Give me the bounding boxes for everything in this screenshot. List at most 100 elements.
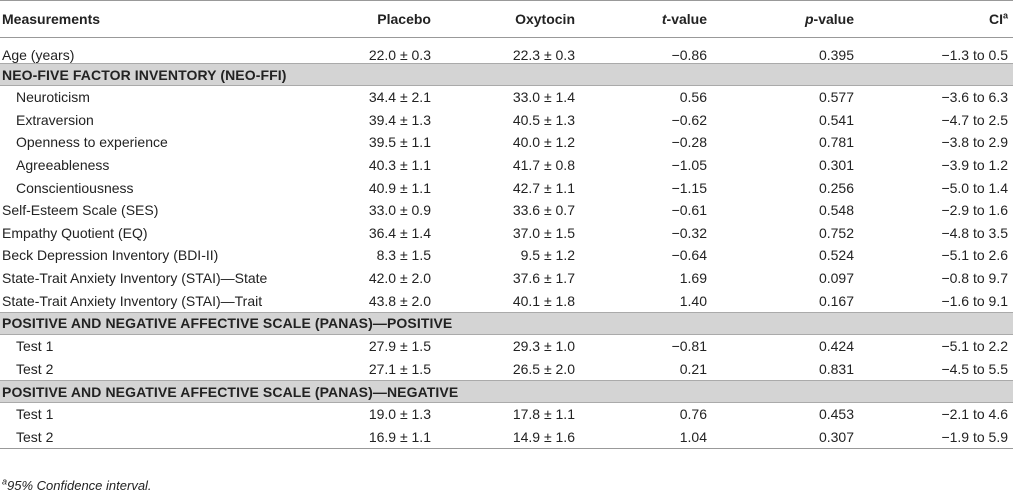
cell-p-value: 0.301	[818, 157, 854, 174]
cell-p-value: 0.781	[818, 134, 854, 151]
cell-placebo: 43.8 ± 2.0	[368, 292, 431, 309]
cell-t-value: −1.15	[671, 179, 707, 196]
cell-confidence-interval: −1.6 to 9.1	[941, 292, 1008, 309]
cell-confidence-interval: −5.0 to 1.4	[941, 179, 1008, 196]
footnote-text: 95% Confidence interval.	[7, 478, 152, 493]
cell-p-value: 0.548	[818, 202, 854, 219]
cell-placebo: 22.0 ± 0.3	[368, 47, 431, 63]
table-body: Age (years) 22.0 ± 0.3 22.3 ± 0.3 −0.86 0.39…	[0, 38, 1013, 450]
cell-confidence-interval: −3.9 to 1.2	[941, 157, 1008, 174]
cell-p-value: 0.524	[818, 247, 854, 264]
table-row: Test 1 19.0 ± 1.3 17.8 ± 1.1 0.76 0.453 −2.1 …	[0, 403, 1013, 426]
cell-p-value: 0.395	[818, 47, 854, 63]
cell-oxytocin: 42.7 ± 1.1	[512, 179, 575, 196]
cell-t-value: −0.62	[671, 111, 707, 128]
header-ci-label: CI	[988, 11, 1003, 27]
table-row: Extraversion 39.4 ± 1.3 40.5 ± 1.3 −0.62 0.5…	[0, 109, 1013, 132]
section-header-row: POSITIVE AND NEGATIVE AFFECTIVE SCALE (P…	[0, 380, 1013, 404]
cell-p-value: 0.831	[818, 360, 854, 377]
table-row: Conscientiousness 40.9 ± 1.1 42.7 ± 1.1 −1.…	[0, 176, 1013, 199]
cell-confidence-interval: −5.1 to 2.6	[941, 247, 1008, 264]
section-header-label: NEO-FIVE FACTOR INVENTORY (NEO-FFI)	[0, 63, 1013, 86]
cell-confidence-interval: −1.9 to 5.9	[860, 425, 1013, 450]
cell-oxytocin: 40.0 ± 1.2	[512, 134, 575, 151]
table-row: Openness to experience 39.5 ± 1.1 40.0 ± 1…	[0, 131, 1013, 154]
row-label: Test 1	[16, 406, 54, 423]
table-row: Test 1 27.9 ± 1.5 29.3 ± 1.0 −0.81 0.424 −5.1…	[0, 334, 1013, 357]
cell-p-value: 0.307	[715, 425, 860, 450]
table-footnote: a95% Confidence interval.	[2, 477, 152, 493]
cell-oxytocin: 29.3 ± 1.0	[512, 338, 575, 355]
header-p-italic: p	[804, 11, 814, 27]
row-label: Agreeableness	[16, 157, 110, 174]
cell-t-value: 1.40	[679, 292, 707, 309]
table-row: Age (years) 22.0 ± 0.3 22.3 ± 0.3 −0.86 0.39…	[0, 38, 1013, 64]
cell-confidence-interval: −1.3 to 0.5	[941, 47, 1008, 63]
cell-confidence-interval: −4.5 to 5.5	[941, 360, 1008, 377]
cell-confidence-interval: −3.6 to 6.3	[941, 89, 1008, 106]
header-row: Measurements Placebo Oxytocin t-value p-…	[0, 0, 1013, 38]
table-row: Agreeableness 40.3 ± 1.1 41.7 ± 0.8 −1.05 0.…	[0, 154, 1013, 177]
cell-p-value: 0.167	[818, 292, 854, 309]
table-row: Self-Esteem Scale (SES) 33.0 ± 0.9 33.6 ± …	[0, 199, 1013, 222]
row-label: Empathy Quotient (EQ)	[2, 224, 148, 241]
cell-oxytocin: 14.9 ± 1.6	[443, 425, 603, 450]
row-label: State-Trait Anxiety Inventory (STAI)—Tra…	[2, 292, 263, 309]
cell-confidence-interval: −3.8 to 2.9	[941, 134, 1008, 151]
cell-placebo: 39.4 ± 1.3	[368, 111, 431, 128]
section-header-label: POSITIVE AND NEGATIVE AFFECTIVE SCALE (P…	[0, 311, 1013, 335]
table-row: Empathy Quotient (EQ) 36.4 ± 1.4 37.0 ± 1.…	[0, 222, 1013, 245]
header-t-italic: t	[661, 11, 667, 27]
cell-p-value: 0.256	[818, 179, 854, 196]
cell-t-value: 0.21	[679, 360, 707, 377]
row-label: Age (years)	[2, 47, 75, 63]
cell-oxytocin: 17.8 ± 1.1	[512, 406, 575, 423]
header-measurements: Measurements	[0, 0, 325, 38]
cell-placebo: 40.9 ± 1.1	[368, 179, 431, 196]
section-header-row: POSITIVE AND NEGATIVE AFFECTIVE SCALE (P…	[0, 311, 1013, 335]
row-label: Neuroticism	[16, 89, 90, 106]
cell-t-value: −0.32	[671, 224, 707, 241]
cell-p-value: 0.097	[818, 270, 854, 287]
cell-t-value: −0.81	[671, 338, 707, 355]
cell-t-value: 1.04	[603, 425, 715, 450]
cell-oxytocin: 37.6 ± 1.7	[512, 270, 575, 287]
section-header-row: NEO-FIVE FACTOR INVENTORY (NEO-FFI)	[0, 63, 1013, 86]
header-ci-footnote-marker: a	[1002, 10, 1008, 21]
header-p-value: p-value	[715, 0, 860, 38]
cell-placebo: 33.0 ± 0.9	[368, 202, 431, 219]
section-header-label: POSITIVE AND NEGATIVE AFFECTIVE SCALE (P…	[0, 380, 1013, 404]
cell-t-value: 1.69	[679, 270, 707, 287]
cell-p-value: 0.577	[818, 89, 854, 106]
header-placebo: Placebo	[325, 0, 443, 38]
table-row: Beck Depression Inventory (BDI-II) 8.3 ± …	[0, 244, 1013, 267]
table-row: State-Trait Anxiety Inventory (STAI)—Sta…	[0, 267, 1013, 290]
cell-p-value: 0.453	[818, 406, 854, 423]
row-label: Openness to experience	[16, 134, 168, 151]
cell-confidence-interval: −4.8 to 3.5	[941, 224, 1008, 241]
cell-oxytocin: 33.0 ± 1.4	[512, 89, 575, 106]
cell-placebo: 40.3 ± 1.1	[368, 157, 431, 174]
cell-placebo: 19.0 ± 1.3	[368, 406, 431, 423]
row-label: Self-Esteem Scale (SES)	[2, 202, 159, 219]
cell-oxytocin: 22.3 ± 0.3	[512, 47, 575, 63]
cell-placebo: 16.9 ± 1.1	[325, 425, 443, 450]
row-label: Conscientiousness	[16, 179, 134, 196]
cell-t-value: −0.64	[671, 247, 707, 264]
cell-t-value: −1.05	[671, 157, 707, 174]
cell-t-value: 0.76	[679, 406, 707, 423]
row-label: Test 2	[16, 360, 54, 377]
cell-t-value: −0.86	[671, 47, 707, 63]
row-label: State-Trait Anxiety Inventory (STAI)—Sta…	[2, 270, 268, 287]
cell-placebo: 34.4 ± 2.1	[368, 89, 431, 106]
cell-placebo: 42.0 ± 2.0	[368, 270, 431, 287]
cell-confidence-interval: −2.1 to 4.6	[941, 406, 1008, 423]
cell-oxytocin: 40.1 ± 1.8	[512, 292, 575, 309]
row-label: Test 2	[0, 425, 325, 450]
cell-t-value: −0.28	[671, 134, 707, 151]
cell-confidence-interval: −4.7 to 2.5	[941, 111, 1008, 128]
cell-p-value: 0.752	[818, 224, 854, 241]
header-p-suffix: -value	[813, 11, 854, 27]
row-label: Test 1	[16, 338, 54, 355]
